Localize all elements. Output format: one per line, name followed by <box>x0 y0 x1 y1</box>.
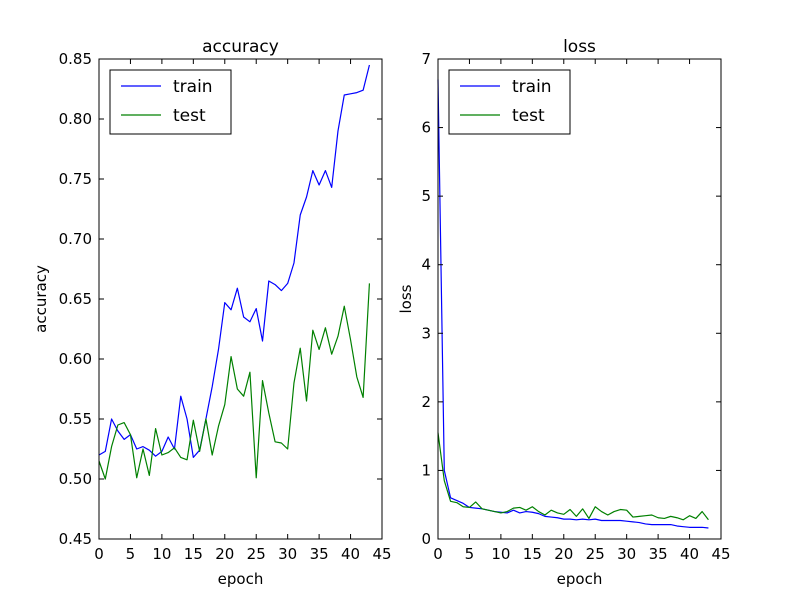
accuracy-test-line <box>98 283 371 480</box>
accuracy-y-axis-label: accuracy <box>32 265 50 333</box>
loss-x-tick-label: 25 <box>586 545 605 563</box>
accuracy-train-line <box>98 64 371 458</box>
accuracy-x-tick-label: 0 <box>94 545 104 563</box>
loss-x-tick-label: 15 <box>523 545 542 563</box>
accuracy-x-tick-label: 45 <box>372 545 391 563</box>
loss-y-tick-label: 2 <box>421 393 431 411</box>
accuracy-y-tick-label: 0.85 <box>59 50 92 68</box>
loss-y-tick-label: 3 <box>421 324 431 342</box>
loss-y-tick-label: 4 <box>421 256 431 274</box>
accuracy-series-layer <box>98 64 371 480</box>
accuracy-x-tick-label: 30 <box>278 545 297 563</box>
loss-x-axis-label: epoch <box>557 570 603 588</box>
accuracy-x-tick-label: 10 <box>152 545 171 563</box>
loss-x-tick-label: 5 <box>465 545 475 563</box>
accuracy-x-tick-label: 15 <box>184 545 203 563</box>
accuracy-legend-test-label: test <box>173 106 206 126</box>
loss-x-tick-label: 45 <box>711 545 730 563</box>
loss-x-tick-label: 10 <box>491 545 510 563</box>
loss-series-layer <box>437 79 709 529</box>
loss-y-tick-label: 7 <box>421 50 431 68</box>
loss-y-tick-label: 0 <box>421 530 431 548</box>
loss-legend-box <box>448 69 571 135</box>
loss-title: loss <box>563 37 596 57</box>
accuracy-y-tick-label: 0.55 <box>59 410 92 428</box>
loss-legend: train test <box>448 69 571 135</box>
accuracy-y-tick-label: 0.80 <box>59 110 92 128</box>
accuracy-x-axis-label: epoch <box>218 570 264 588</box>
accuracy-x-tick-label: 20 <box>215 545 234 563</box>
accuracy-legend-train-label: train <box>173 77 213 97</box>
accuracy-ticks: 0 5 10 15 20 25 30 35 40 45 0.45 0.50 0.55 0.60 0.65 0.… <box>59 50 392 563</box>
loss-x-tick-label: 20 <box>554 545 573 563</box>
loss-x-tick-label: 0 <box>433 545 443 563</box>
loss-x-tick-label: 40 <box>680 545 699 563</box>
loss-x-tick-label: 30 <box>617 545 636 563</box>
loss-y-axis-label: loss <box>397 284 415 313</box>
accuracy-x-tick-label: 40 <box>341 545 360 563</box>
accuracy-y-tick-label: 0.50 <box>59 470 92 488</box>
loss-axes-frame <box>437 58 722 540</box>
loss-x-tick-label: 35 <box>649 545 668 563</box>
loss-legend-test-label: test <box>512 106 545 126</box>
accuracy-title: accuracy <box>202 37 279 57</box>
loss-y-tick-label: 6 <box>421 119 431 137</box>
accuracy-y-tick-label: 0.70 <box>59 230 92 248</box>
accuracy-x-tick-label: 5 <box>126 545 136 563</box>
accuracy-x-tick-label: 25 <box>247 545 266 563</box>
loss-y-tick-label: 1 <box>421 461 431 479</box>
accuracy-y-tick-label: 0.75 <box>59 170 92 188</box>
loss-test-line <box>437 432 709 521</box>
loss-legend-train-label: train <box>512 77 552 97</box>
loss-y-tick-label: 5 <box>421 187 431 205</box>
accuracy-y-tick-label: 0.45 <box>59 530 92 548</box>
accuracy-y-tick-label: 0.60 <box>59 350 92 368</box>
accuracy-x-tick-label: 35 <box>310 545 329 563</box>
accuracy-legend: train test <box>109 69 232 135</box>
accuracy-panel: 0 5 10 15 20 25 30 35 40 45 0.45 0.50 0.55 0.60 0.65 0.… <box>32 37 392 588</box>
accuracy-legend-box <box>109 69 232 135</box>
accuracy-y-tick-label: 0.65 <box>59 290 92 308</box>
